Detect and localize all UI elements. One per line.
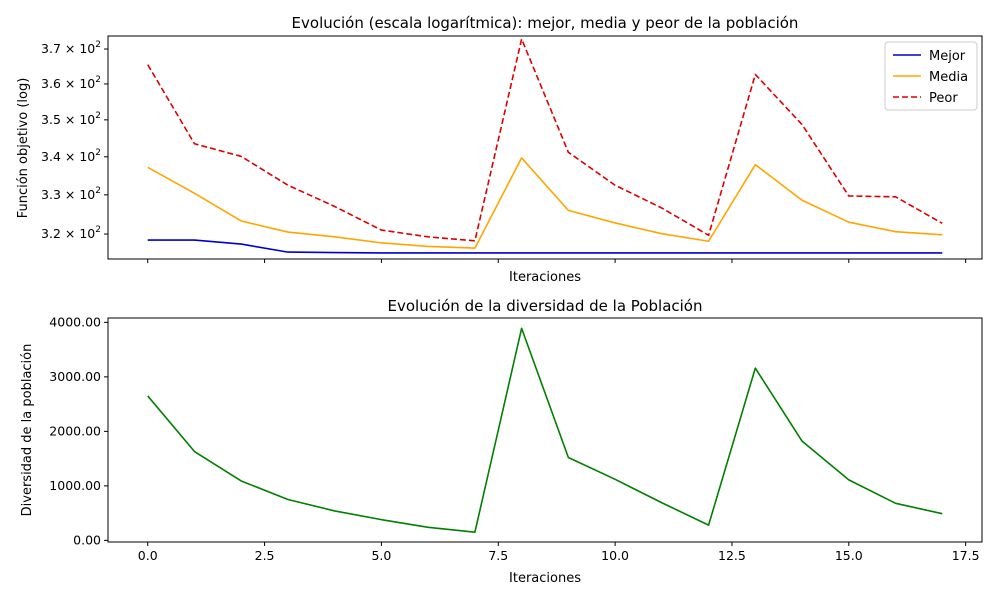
- legend-label-media: Media: [929, 70, 968, 85]
- x-axis-label: Iteraciones: [509, 270, 581, 285]
- x-tick-label: 5.0: [371, 548, 391, 563]
- legend-label-peor: Peor: [929, 91, 958, 106]
- series-line-media: [147, 157, 943, 249]
- y-tick-label: 3.4 × 102: [41, 148, 101, 164]
- legend-box: [884, 41, 978, 111]
- y-axis-label: Diversidad de la población: [20, 344, 35, 517]
- legend: Mejor Media Peor: [884, 41, 978, 111]
- y-tick-label: 3.6 × 102: [41, 75, 101, 91]
- x-tick-label: 17.5: [952, 548, 980, 563]
- chart-title: Evolución (escala logarítmica): mejor, m…: [292, 14, 799, 32]
- series-line-mejor: [147, 239, 943, 254]
- y-tick-label: 2000.00: [49, 423, 101, 438]
- y-axis-label: Función objetivo (log): [16, 78, 31, 219]
- series-line-peor: [147, 38, 943, 242]
- y-tick-label: 3000.00: [49, 369, 101, 384]
- y-tick-label: 1000.00: [49, 478, 101, 493]
- chart-title: Evolución de la diversidad de la Poblaci…: [388, 297, 703, 315]
- x-tick-label: 2.5: [255, 548, 275, 563]
- x-tick-label: 15.0: [835, 548, 863, 563]
- y-tick-label: 0.00: [73, 532, 101, 547]
- x-tick-label: 0.0: [138, 548, 158, 563]
- y-tick-label: 3.2 × 102: [41, 225, 101, 241]
- x-tick-label: 12.5: [718, 548, 746, 563]
- series-line-diversity: [147, 327, 943, 533]
- plot-frame: [107, 317, 983, 543]
- plot-frame: [107, 35, 983, 260]
- legend-label-mejor: Mejor: [929, 49, 966, 64]
- x-tick-label: 7.5: [488, 548, 508, 563]
- x-axis-label: Iteraciones: [509, 571, 581, 586]
- y-tick-label: 3.7 × 102: [41, 40, 101, 56]
- y-tick-label: 3.3 × 102: [41, 186, 101, 202]
- log-objective-chart: Evolución (escala logarítmica): mejor, m…: [16, 14, 983, 285]
- y-tick-label: 3.5 × 102: [41, 111, 101, 127]
- y-tick-label: 4000.00: [49, 314, 101, 329]
- x-tick-label: 10.0: [601, 548, 629, 563]
- diversity-chart: Evolución de la diversidad de la Poblaci…: [20, 297, 983, 586]
